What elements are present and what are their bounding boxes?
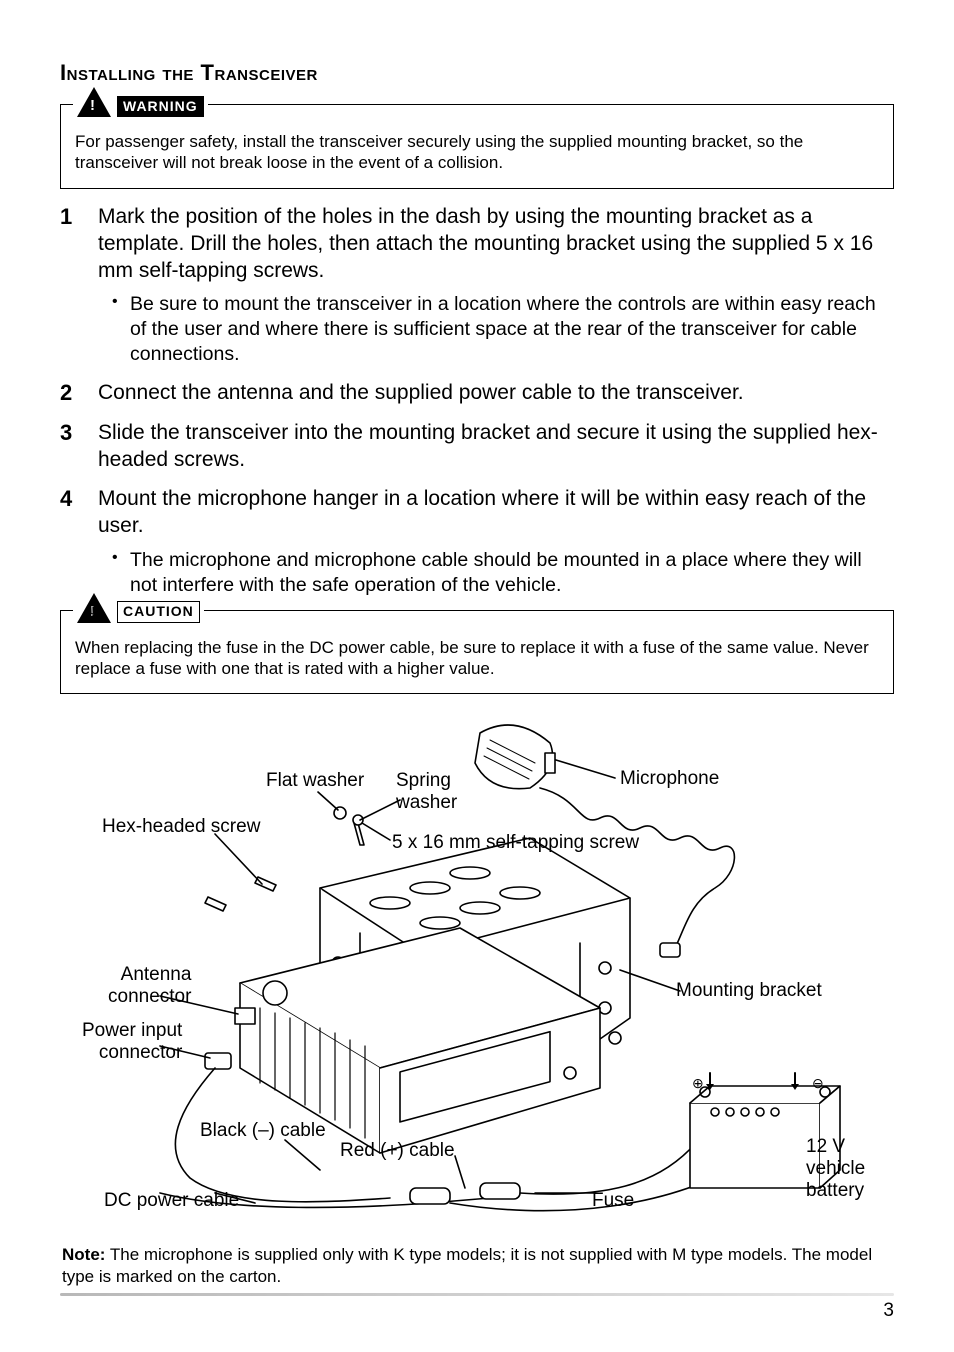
svg-text:⊕: ⊕	[692, 1075, 704, 1091]
step-2-text: Connect the antenna and the supplied pow…	[98, 381, 744, 404]
warning-text: For passenger safety, install the transc…	[75, 132, 803, 172]
step-1: Mark the position of the holes in the da…	[60, 203, 894, 368]
warning-box: WARNING For passenger safety, install th…	[60, 104, 894, 189]
step-3-text: Slide the transceiver into the mounting …	[98, 421, 878, 471]
warning-badge: WARNING	[73, 87, 208, 117]
lbl-fuse: Fuse	[592, 1190, 634, 1212]
caution-text: When replacing the fuse in the DC power …	[75, 638, 869, 678]
lbl-black-cable: Black (–) cable	[200, 1120, 326, 1142]
steps-list: Mark the position of the holes in the da…	[60, 203, 894, 598]
caution-box: ! CAUTION When replacing the fuse in the…	[60, 610, 894, 695]
lbl-power-input: Power input connector	[82, 1020, 182, 1064]
footer-rule	[60, 1293, 894, 1296]
warning-badge-label: WARNING	[117, 96, 204, 118]
lbl-microphone: Microphone	[620, 768, 719, 790]
step-4-sub: The microphone and microphone cable shou…	[108, 548, 894, 598]
step-3: Slide the transceiver into the mounting …	[60, 419, 894, 474]
section-title: Installing the Transceiver	[60, 60, 894, 86]
lbl-mounting-bracket: Mounting bracket	[676, 980, 822, 1002]
svg-text:⊖: ⊖	[812, 1075, 824, 1091]
step-4-sub-0: The microphone and microphone cable shou…	[108, 548, 894, 598]
step-2: Connect the antenna and the supplied pow…	[60, 379, 894, 406]
installation-diagram: ⊕ ⊖ Flat	[60, 708, 894, 1238]
caution-badge: ! CAUTION	[73, 593, 204, 623]
caution-icon: !	[77, 593, 111, 623]
warning-icon	[77, 87, 111, 117]
lbl-hex-screw: Hex-headed screw	[102, 816, 260, 838]
step-4-text: Mount the microphone hanger in a locatio…	[98, 487, 866, 537]
lbl-antenna: Antenna connector	[108, 964, 191, 1008]
note: Note: The microphone is supplied only wi…	[60, 1244, 894, 1288]
lbl-tapping-screw: 5 x 16 mm self-tapping screw	[392, 832, 639, 854]
lbl-flat-washer: Flat washer	[266, 770, 364, 792]
page-number: 3	[883, 1300, 894, 1322]
lbl-red-cable: Red (+) cable	[340, 1140, 455, 1162]
step-4: Mount the microphone hanger in a locatio…	[60, 485, 894, 598]
step-1-text: Mark the position of the holes in the da…	[98, 205, 873, 283]
caution-badge-label: CAUTION	[117, 601, 200, 623]
step-1-sub-0: Be sure to mount the transceiver in a lo…	[108, 292, 894, 367]
note-label: Note:	[62, 1245, 105, 1264]
lbl-spring-washer: Spring washer	[396, 770, 457, 814]
lbl-dc-power: DC power cable	[104, 1190, 239, 1212]
note-text: The microphone is supplied only with K t…	[62, 1245, 872, 1286]
step-1-sub: Be sure to mount the transceiver in a lo…	[108, 292, 894, 367]
lbl-battery: 12 V vehicle battery	[806, 1136, 865, 1202]
page: Installing the Transceiver WARNING For p…	[0, 0, 954, 1352]
